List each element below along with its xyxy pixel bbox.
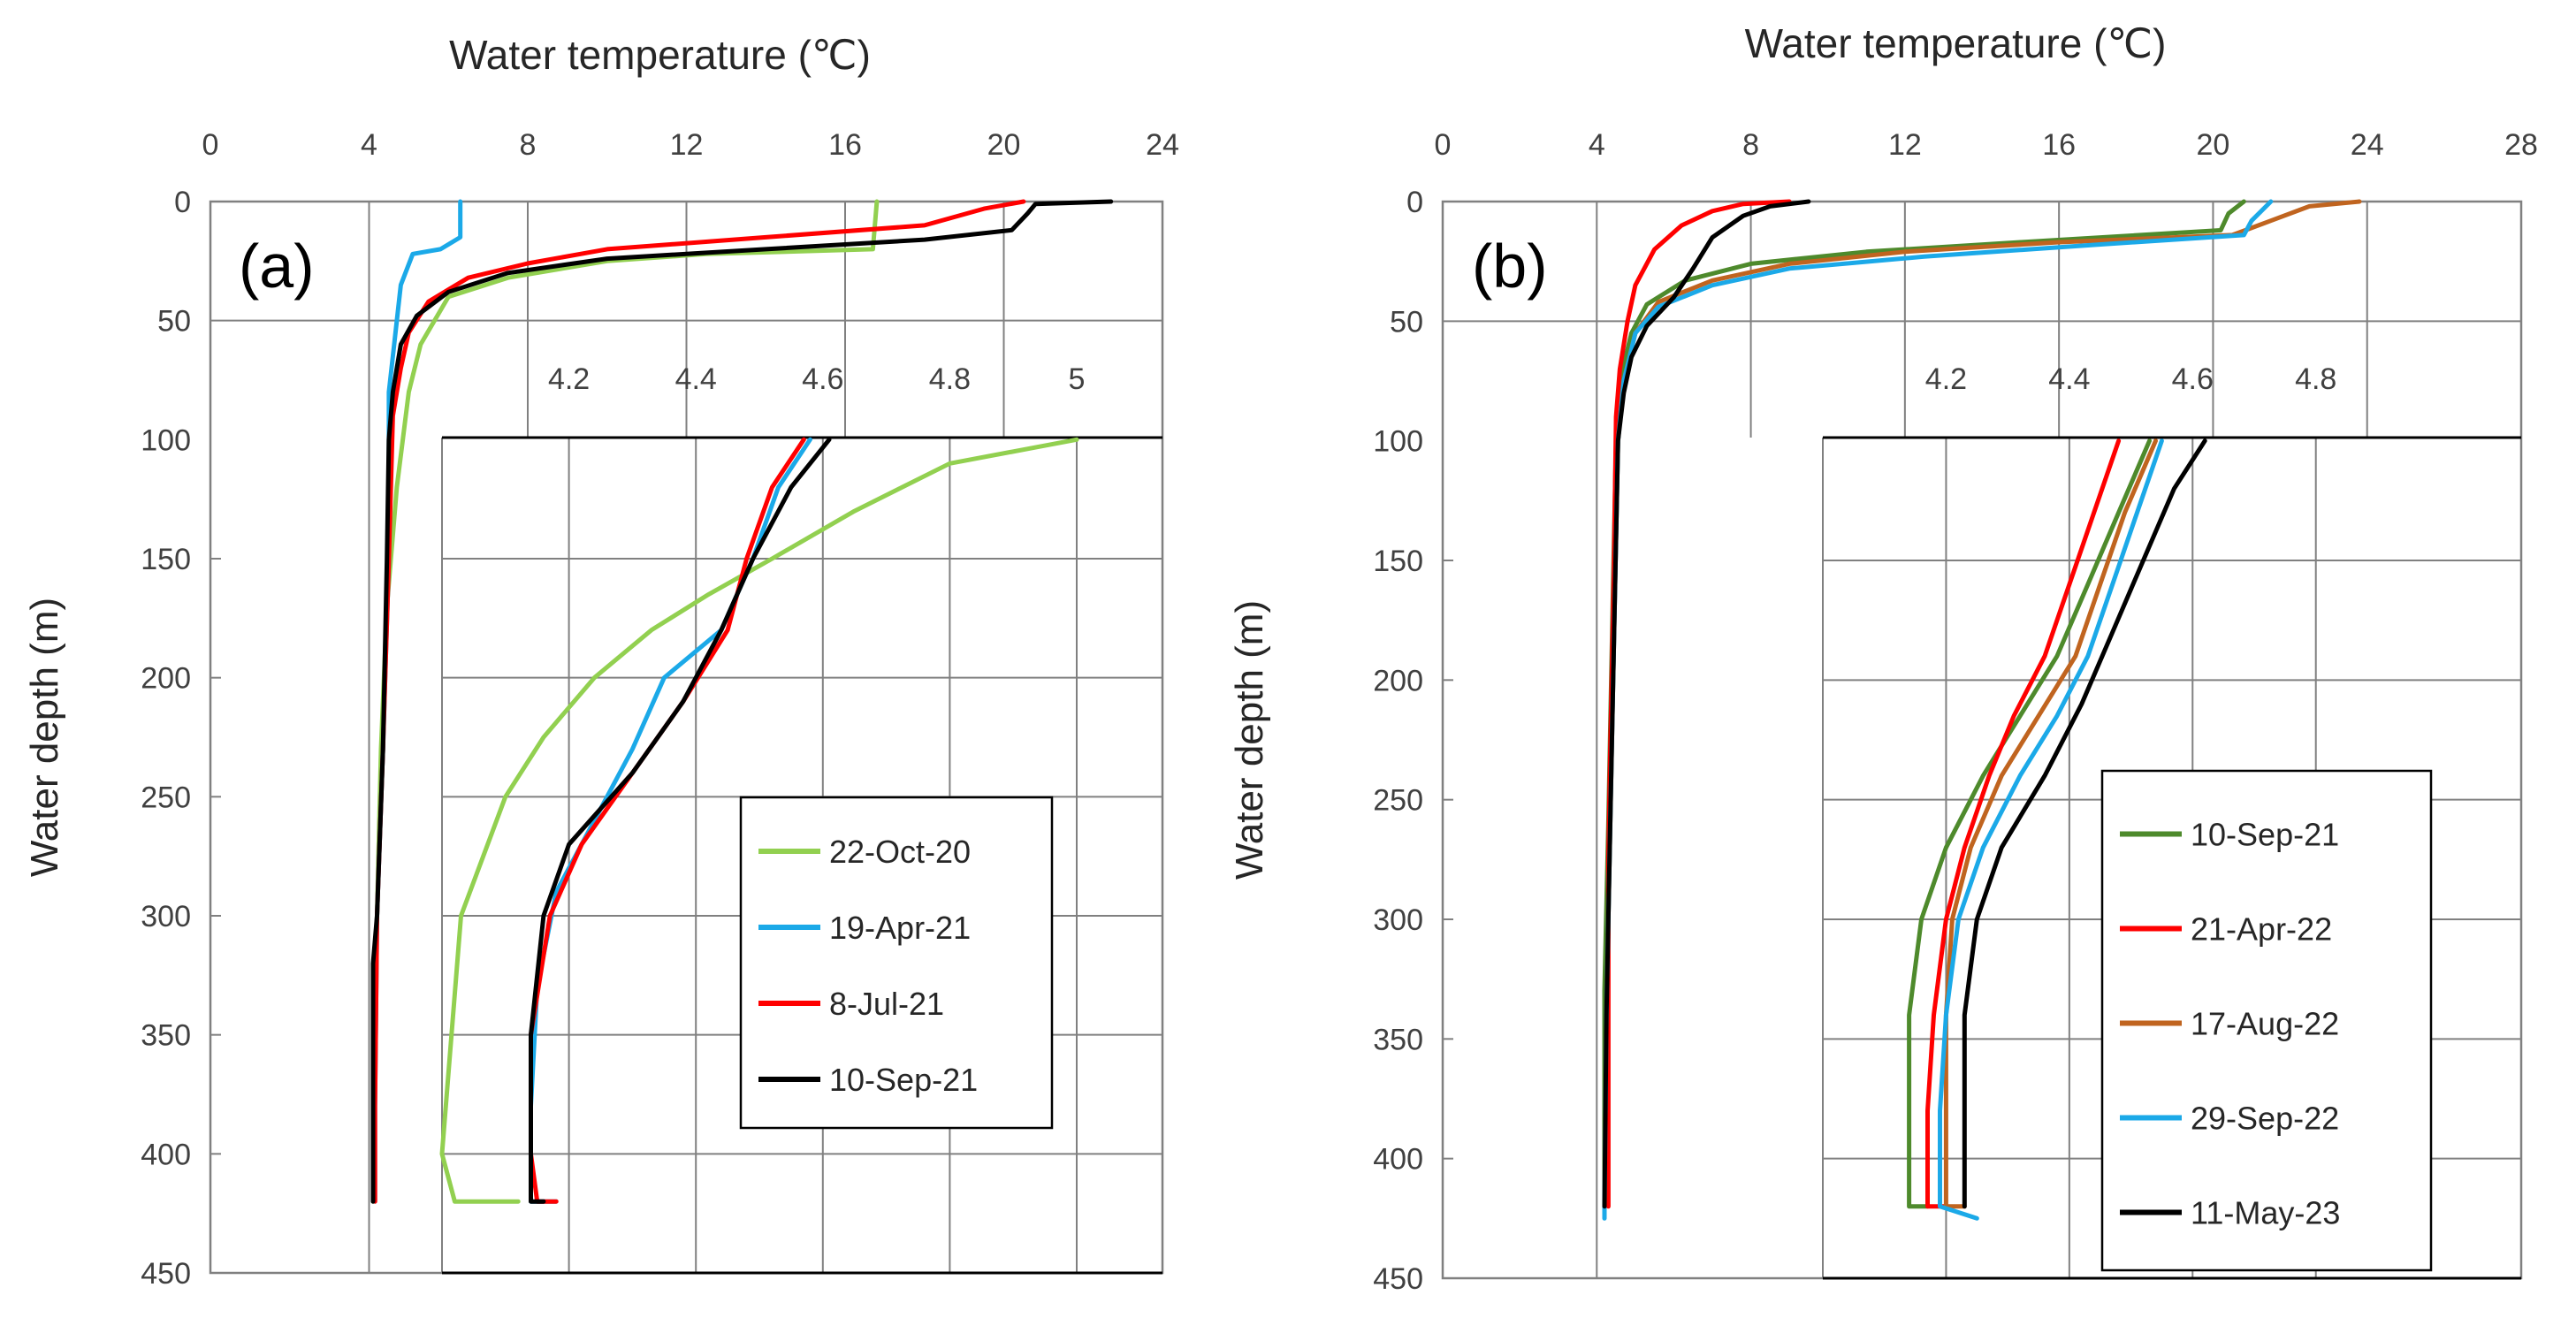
legend-label: 22-Oct-20	[829, 834, 971, 870]
inset-x-tick-label: 5	[1069, 362, 1086, 396]
panel-a: 0 4 8 12 16 20 244.2 4.4 4.6 4.8 50501001502002503…	[23, 32, 1179, 1291]
x-tick-label: 8	[1742, 128, 1759, 162]
inset-series-line-21-Apr-22	[1925, 438, 2122, 1209]
y-tick-label: 350	[1373, 1023, 1423, 1056]
series-line-10-Sep-21	[370, 199, 1114, 1204]
y-tick-label: 0	[174, 186, 191, 219]
series-line-11-May-23	[1602, 199, 1811, 1209]
x-axis-title: Water temperature (℃)	[1745, 20, 2167, 66]
y-tick-label: 200	[141, 662, 191, 696]
y-tick-label: 400	[141, 1138, 191, 1171]
y-tick-label: 300	[141, 900, 191, 933]
inset-series-line-11-May-23	[1962, 438, 2207, 1209]
y-tick-label: 150	[1373, 545, 1423, 578]
x-tick-label: 8	[520, 128, 537, 162]
legend-label: 11-May-23	[2191, 1195, 2340, 1231]
x-axis-title: Water temperature (℃)	[449, 32, 871, 78]
y-axis-title: Water depth (m)	[1228, 600, 1271, 880]
y-tick-label: 150	[141, 543, 191, 576]
inset-series-line-10-Sep-21	[1907, 438, 2152, 1209]
legend-label: 8-Jul-21	[829, 986, 944, 1022]
inset-x-tick-label: 4.8	[929, 362, 971, 396]
y-tick-label: 50	[157, 305, 191, 339]
panel-label: (a)	[239, 232, 315, 301]
legend-label: 21-Apr-22	[2191, 911, 2332, 948]
x-tick-label: 28	[2504, 128, 2538, 162]
inset-series-line-22-Oct-20	[439, 437, 1079, 1204]
inset-series-line-10-Sep-21	[529, 437, 832, 1204]
x-tick-label: 4	[1589, 128, 1605, 162]
y-axis-title: Water depth (m)	[23, 598, 66, 877]
y-tick-label: 0	[1406, 186, 1423, 219]
inset-x-tick-label: 4.6	[802, 362, 843, 396]
y-tick-label: 100	[1373, 425, 1423, 459]
x-tick-label: 16	[2042, 128, 2076, 162]
inset-x-tick-label: 4.4	[2048, 362, 2090, 396]
y-tick-label: 250	[1373, 784, 1423, 818]
inset-x-tick-label: 4.4	[675, 362, 717, 396]
x-tick-label: 0	[202, 128, 219, 162]
x-tick-label: 16	[828, 128, 862, 162]
x-tick-label: 12	[1888, 128, 1922, 162]
inset-x-tick-label: 4.2	[1925, 362, 1967, 396]
y-tick-label: 400	[1373, 1143, 1423, 1177]
legend-label: 10-Sep-21	[2191, 817, 2339, 853]
legend-label: 19-Apr-21	[829, 910, 971, 946]
panel-label: (b)	[1472, 232, 1548, 301]
y-tick-label: 250	[141, 781, 191, 814]
y-tick-label: 300	[1373, 903, 1423, 937]
legend-label: 29-Sep-22	[2191, 1101, 2339, 1137]
legend-label: 17-Aug-22	[2191, 1006, 2339, 1042]
x-tick-label: 24	[2351, 128, 2384, 162]
y-tick-label: 450	[1373, 1262, 1423, 1296]
legend-label: 10-Sep-21	[829, 1062, 978, 1098]
inset-x-tick-label: 4.8	[2295, 362, 2336, 396]
inset-series-line-29-Sep-22	[1938, 438, 2164, 1221]
x-tick-label: 24	[1146, 128, 1179, 162]
inset-x-tick-label: 4.6	[2172, 362, 2214, 396]
panel-b: 0 4 8 12 16 20 24 28 4.2 4.4 4.6 4.8 0 50 100 150 200 250…	[1228, 20, 2538, 1296]
y-tick-label: 350	[141, 1019, 191, 1053]
y-tick-label: 200	[1373, 664, 1423, 697]
y-tick-label: 450	[141, 1257, 191, 1291]
x-tick-label: 12	[670, 128, 704, 162]
x-tick-label: 0	[1435, 128, 1452, 162]
x-tick-label: 4	[361, 128, 377, 162]
y-tick-label: 100	[141, 423, 191, 457]
x-tick-label: 20	[987, 128, 1021, 162]
y-tick-label: 50	[1390, 305, 1423, 339]
inset-x-tick-label: 4.2	[548, 362, 590, 396]
x-tick-label: 20	[2197, 128, 2230, 162]
inset-series-line-17-Aug-22	[1943, 438, 2158, 1209]
